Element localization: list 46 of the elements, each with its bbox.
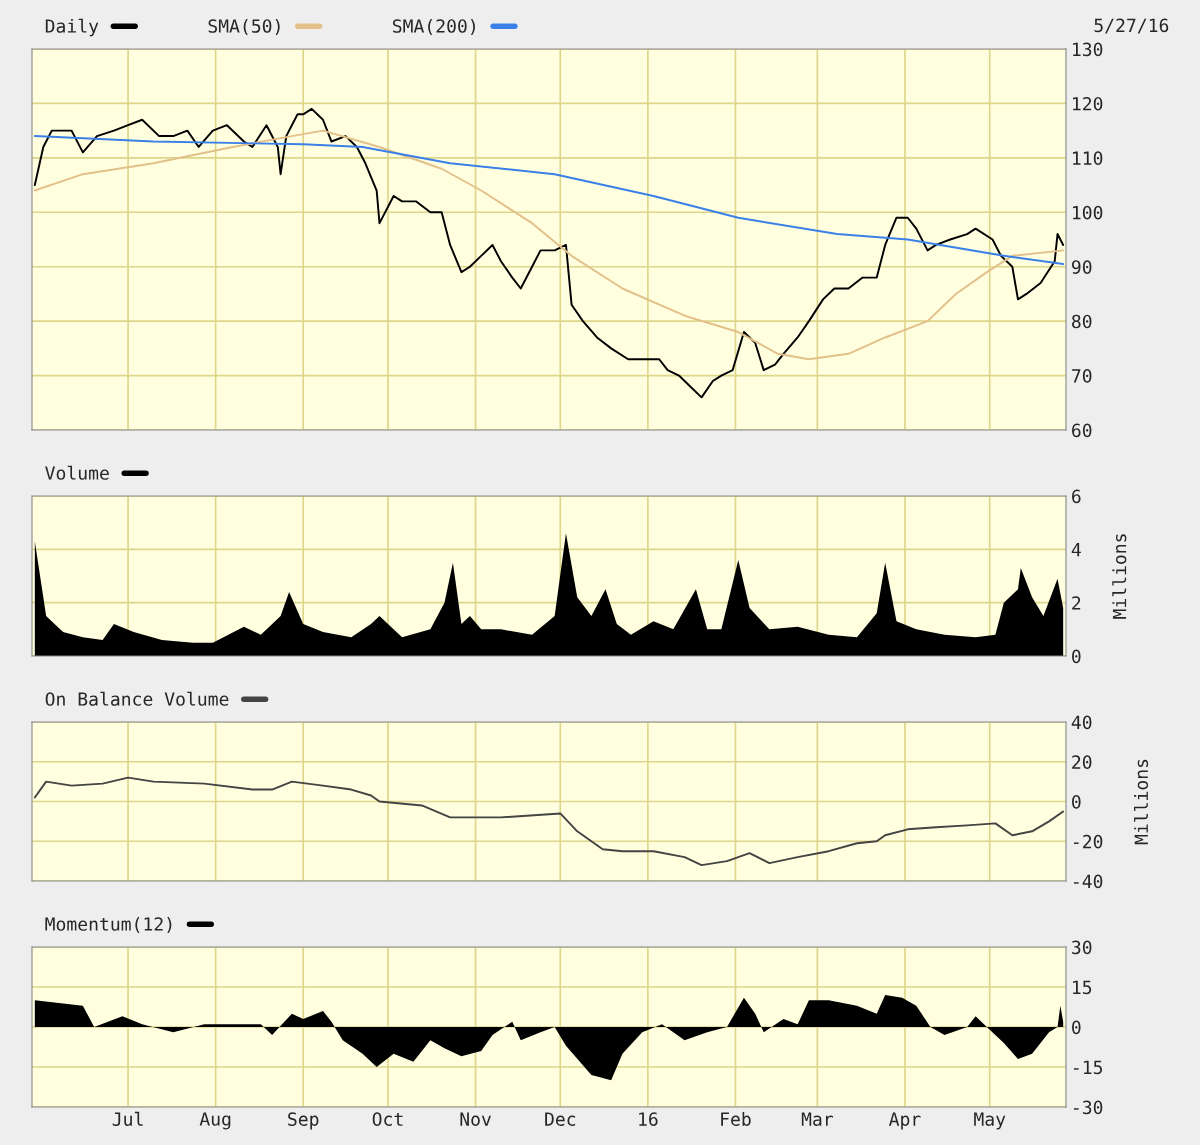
y-tick-label: 40 xyxy=(1071,715,1092,730)
legend-label: Daily xyxy=(45,18,99,37)
y-tick-label: 120 xyxy=(1073,96,1103,111)
text: 5/27/16 xyxy=(1094,18,1169,34)
y-tick-label: 4 xyxy=(1071,543,1081,557)
x-tick-label: Aug xyxy=(199,1112,231,1130)
y-axis-title: Millions xyxy=(1112,534,1127,619)
x-tick-label: Feb xyxy=(721,1111,751,1126)
y-tick-label: 110 xyxy=(1073,151,1103,166)
y-tick-label: 2 xyxy=(1072,596,1081,610)
y-tick-label: -40 xyxy=(1074,874,1103,889)
x-tick-label: Mar xyxy=(801,1112,834,1126)
y-tick-label: 60 xyxy=(1072,423,1092,438)
line-series xyxy=(33,107,1065,399)
x-tick-label: Dec xyxy=(545,1112,576,1126)
line-series xyxy=(33,129,1065,361)
x-tick-label: Jul xyxy=(112,1111,143,1126)
y-tick-label: 15 xyxy=(1073,980,1092,995)
y-tick-label: -30 xyxy=(1074,1100,1103,1115)
y-axis-title: Millions xyxy=(1134,759,1149,845)
legend-label: On Balance Volume xyxy=(45,691,229,706)
line-series xyxy=(33,776,1065,867)
y-tick-label: 130 xyxy=(1073,42,1103,57)
y-tick-label: -20 xyxy=(1074,834,1103,849)
x-tick-label: Apr xyxy=(888,1112,921,1130)
legend-label: SMA(200) xyxy=(392,18,475,35)
y-tick-label: 70 xyxy=(1072,369,1092,383)
y-tick-label: 80 xyxy=(1072,314,1092,329)
y-tick-label: 0 xyxy=(1072,649,1081,664)
x-tick-label: Oct xyxy=(372,1112,403,1126)
y-tick-label: -15 xyxy=(1074,1060,1103,1075)
legend-label: Volume xyxy=(45,465,109,480)
y-tick-label: 90 xyxy=(1071,260,1092,274)
y-tick-label: 6 xyxy=(1072,489,1081,504)
x-tick-label: 16 xyxy=(639,1112,658,1126)
y-tick-label: 30 xyxy=(1072,940,1092,955)
x-tick-label: Sep xyxy=(288,1112,319,1130)
y-tick-label: 20 xyxy=(1072,755,1092,769)
legend-label: SMA(50) xyxy=(208,18,280,35)
line-series xyxy=(33,135,1065,265)
legend-label: Momentum(12) xyxy=(45,916,172,933)
x-tick-label: May xyxy=(974,1112,1006,1130)
x-tick-label: Nov xyxy=(460,1112,491,1126)
y-tick-label: 0 xyxy=(1072,795,1081,809)
y-tick-label: 100 xyxy=(1073,205,1103,220)
y-tick-label: 0 xyxy=(1072,1020,1081,1035)
